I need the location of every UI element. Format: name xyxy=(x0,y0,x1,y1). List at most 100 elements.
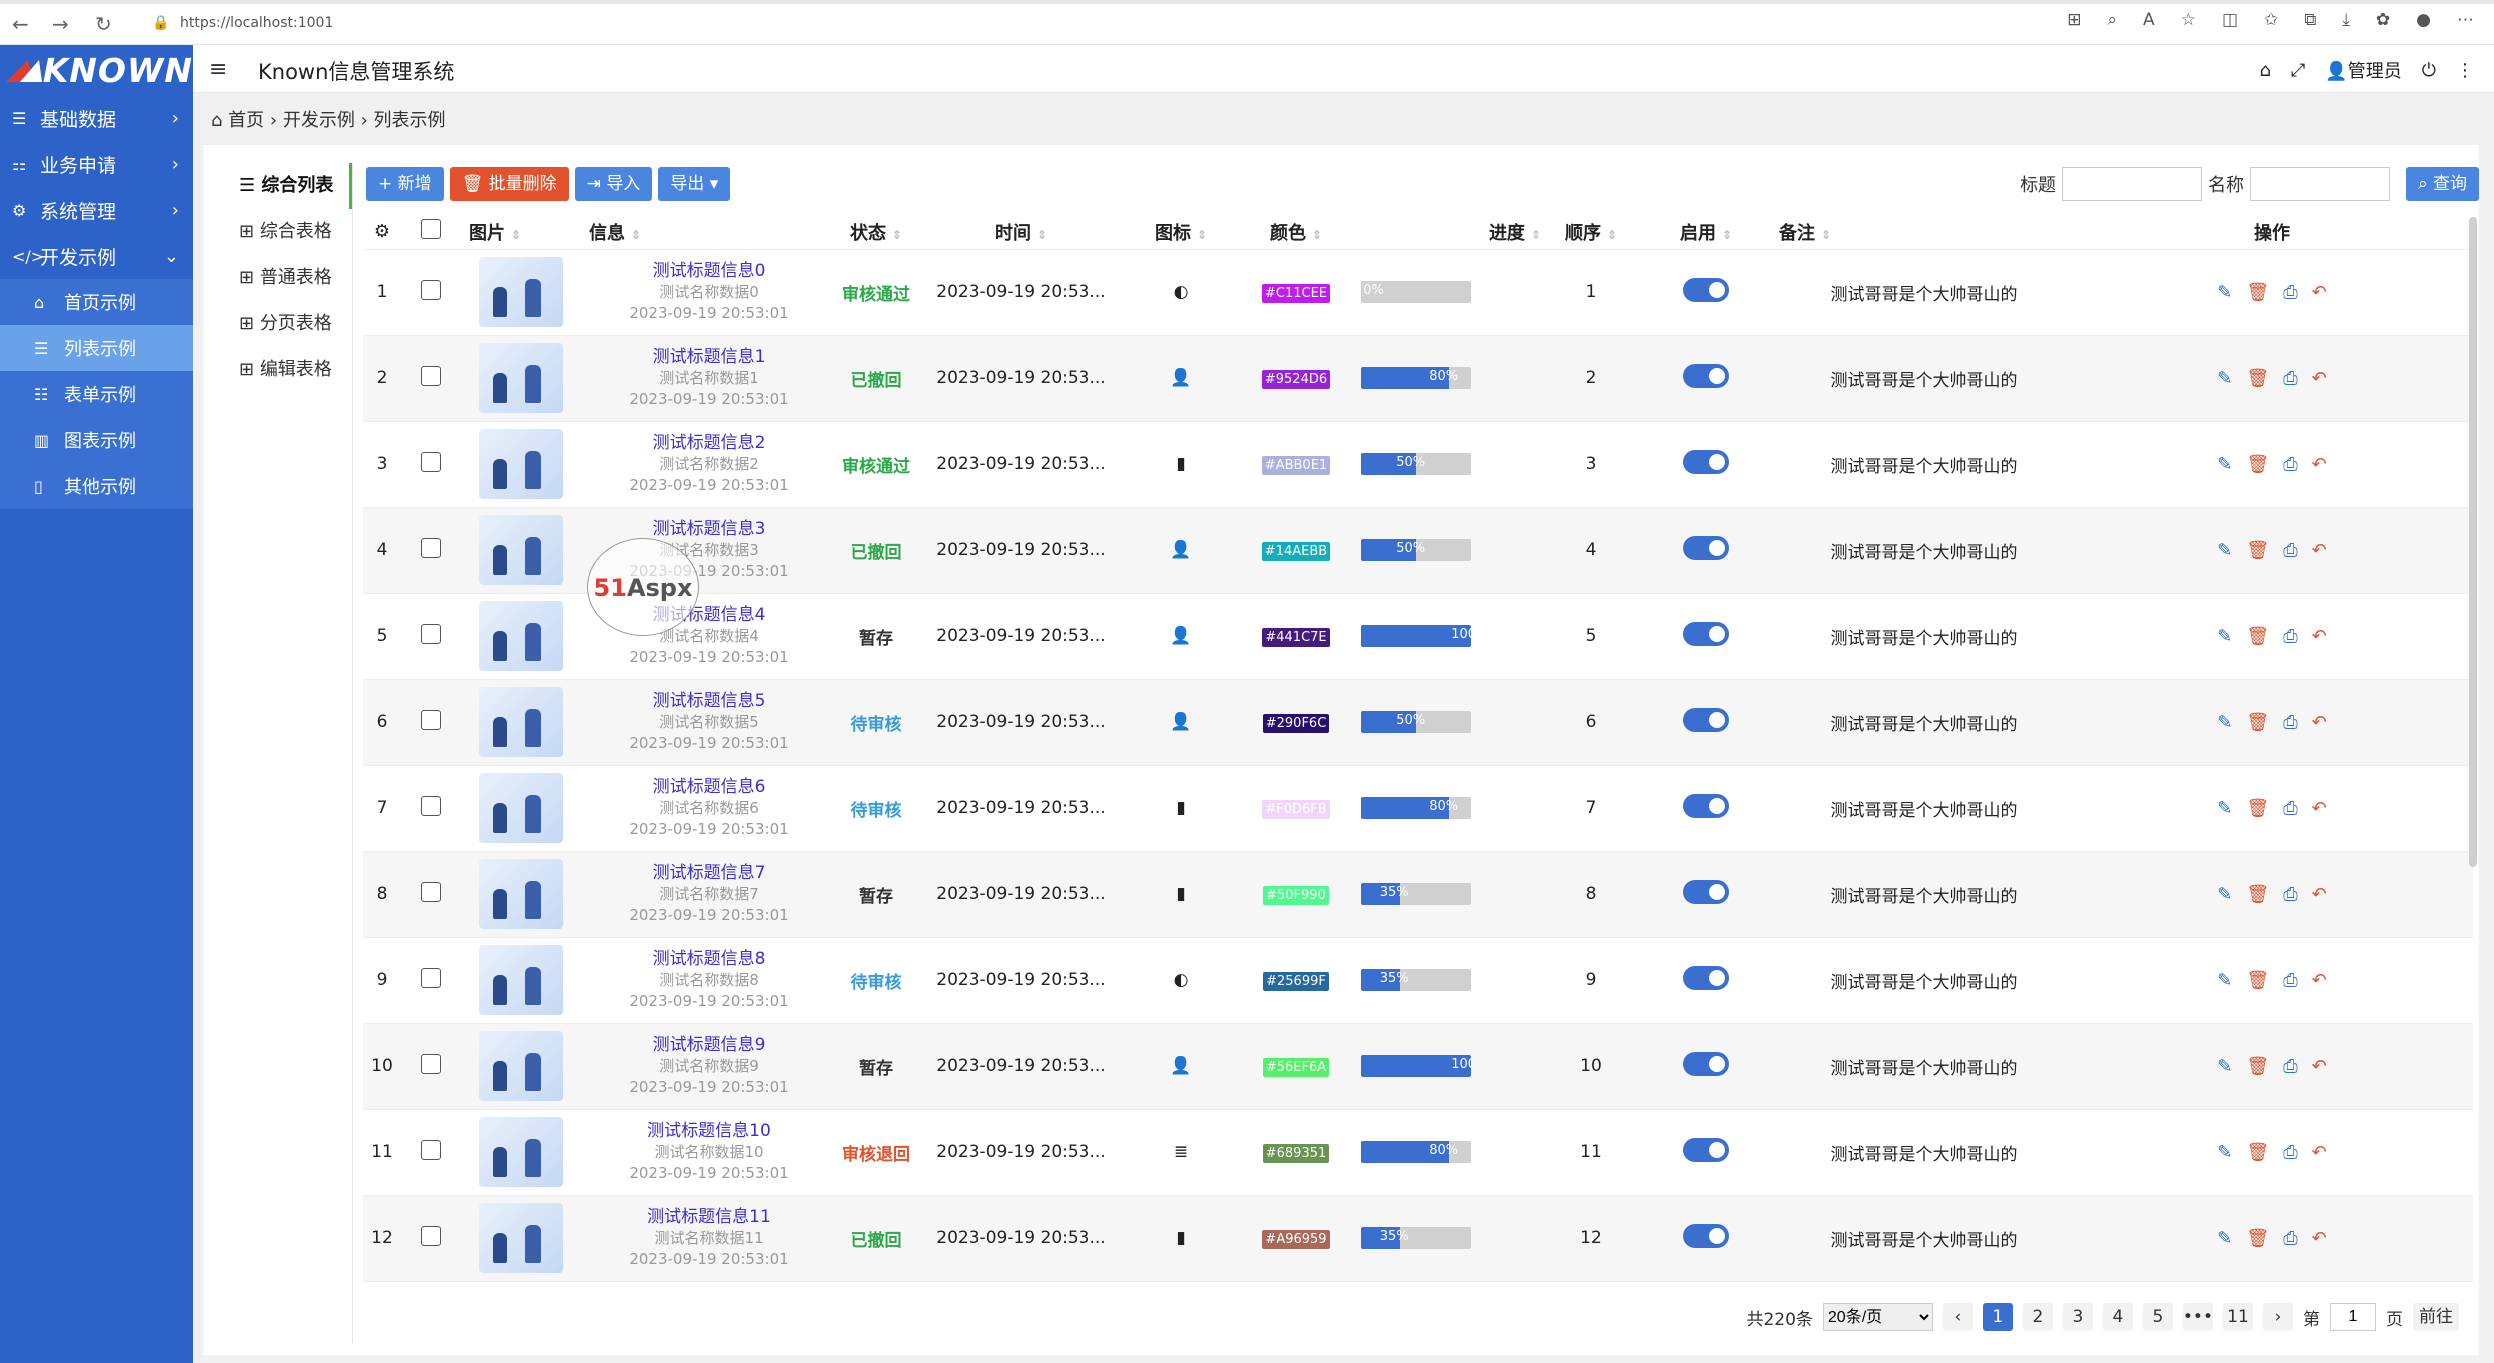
profile-icon[interactable]: ● xyxy=(2416,10,2431,30)
next-page-button[interactable]: › xyxy=(2263,1303,2293,1331)
tab-combined-list[interactable]: ☰ 综合列表 xyxy=(203,163,352,209)
reload-icon[interactable]: ↻ xyxy=(95,12,112,36)
tab-combined-table[interactable]: ⊞ 综合表格 xyxy=(203,209,352,255)
thumbnail-image[interactable] xyxy=(479,773,563,843)
sidebar-subitem-list-example[interactable]: ☰ 列表示例 xyxy=(0,325,193,371)
print-icon[interactable]: ⎙ xyxy=(2283,453,2298,475)
edit-icon[interactable]: ✎ xyxy=(2217,797,2233,819)
vertical-scrollbar[interactable] xyxy=(2469,217,2477,867)
edit-icon[interactable]: ✎ xyxy=(2217,969,2233,991)
power-icon[interactable]: ⏻ xyxy=(2421,59,2436,81)
tab-normal-table[interactable]: ⊞ 普通表格 xyxy=(203,255,352,301)
prev-page-button[interactable]: ‹ xyxy=(1942,1303,1973,1331)
address-bar[interactable]: 🔒 https://localhost:1001 xyxy=(140,10,2130,36)
sidebar-subitem-form-example[interactable]: ☷ 表单示例 xyxy=(0,371,193,417)
revoke-icon[interactable]: ↶ xyxy=(2311,1055,2327,1077)
edit-icon[interactable]: ✎ xyxy=(2217,883,2233,905)
delete-icon[interactable]: 🗑 xyxy=(2246,539,2270,561)
row-title-link[interactable]: 测试标题信息11 xyxy=(647,1206,771,1227)
forward-icon[interactable]: → xyxy=(52,12,69,36)
delete-icon[interactable]: 🗑 xyxy=(2246,1055,2270,1077)
sidebar-subitem-chart-example[interactable]: ▥ 图表示例 xyxy=(0,417,193,463)
breadcrumb-level1[interactable]: 开发示例 xyxy=(282,110,355,131)
edit-icon[interactable]: ✎ xyxy=(2217,1141,2233,1163)
edit-icon[interactable]: ✎ xyxy=(2217,711,2233,733)
delete-icon[interactable]: 🗑 xyxy=(2246,711,2270,733)
table-row[interactable]: 3 测试标题信息2 测试名称数据2 2023-09-19 20:53:01 审核… xyxy=(363,421,2473,508)
home-icon[interactable]: ⌂ xyxy=(2259,59,2271,81)
print-icon[interactable]: ⎙ xyxy=(2283,625,2298,647)
print-icon[interactable]: ⎙ xyxy=(2283,281,2298,303)
thumbnail-image[interactable] xyxy=(479,1031,563,1101)
revoke-icon[interactable]: ↶ xyxy=(2311,453,2327,475)
thumbnail-image[interactable] xyxy=(479,687,563,757)
row-checkbox[interactable] xyxy=(421,279,441,300)
sidebar-item-business[interactable]: ⚏ 业务申请 › xyxy=(0,141,193,187)
page-button[interactable]: 2 xyxy=(2022,1303,2053,1331)
print-icon[interactable]: ⎙ xyxy=(2283,539,2298,561)
row-title-link[interactable]: 测试标题信息9 xyxy=(652,1034,766,1055)
sidebar-subitem-home-example[interactable]: ⌂ 首页示例 xyxy=(0,279,193,325)
print-icon[interactable]: ⎙ xyxy=(2283,1055,2298,1077)
row-title-link[interactable]: 测试标题信息7 xyxy=(652,862,766,883)
settings-header[interactable]: ⚙ xyxy=(363,215,401,250)
delete-icon[interactable]: 🗑 xyxy=(2246,367,2270,389)
revoke-icon[interactable]: ↶ xyxy=(2311,711,2327,733)
page-size-select[interactable]: 20条/页 xyxy=(1822,1303,1933,1331)
thumbnail-image[interactable] xyxy=(479,429,563,499)
page-button[interactable]: 3 xyxy=(2062,1303,2093,1331)
title-input[interactable] xyxy=(2062,167,2203,201)
enabled-toggle[interactable] xyxy=(1683,277,1729,302)
row-checkbox[interactable] xyxy=(421,451,441,472)
edit-icon[interactable]: ✎ xyxy=(2217,1055,2233,1077)
sidebar-subitem-other-example[interactable]: ▯ 其他示例 xyxy=(0,463,193,509)
name-input[interactable] xyxy=(2250,167,2391,201)
more-vertical-icon[interactable]: ⋮ xyxy=(2456,59,2474,81)
table-row[interactable]: 9 测试标题信息8 测试名称数据8 2023-09-19 20:53:01 待审… xyxy=(363,937,2473,1024)
goto-button[interactable]: 前往 xyxy=(2413,1303,2459,1331)
col-order[interactable]: 顺序 ⇕ xyxy=(1541,215,1641,250)
col-info[interactable]: 信息 ⇕ xyxy=(581,215,831,250)
revoke-icon[interactable]: ↶ xyxy=(2311,1227,2327,1249)
delete-icon[interactable]: 🗑 xyxy=(2246,1141,2270,1163)
delete-icon[interactable]: 🗑 xyxy=(2246,969,2270,991)
delete-icon[interactable]: 🗑 xyxy=(2246,453,2270,475)
batch-delete-button[interactable]: 🗑 批量删除 xyxy=(449,167,569,201)
row-title-link[interactable]: 测试标题信息0 xyxy=(652,260,766,281)
print-icon[interactable]: ⎙ xyxy=(2283,1141,2298,1163)
row-title-link[interactable]: 测试标题信息10 xyxy=(647,1120,771,1141)
thumbnail-image[interactable] xyxy=(479,515,563,585)
star-icon[interactable]: ☆ xyxy=(2180,10,2196,30)
enabled-toggle[interactable] xyxy=(1683,707,1729,732)
revoke-icon[interactable]: ↶ xyxy=(2311,625,2327,647)
revoke-icon[interactable]: ↶ xyxy=(2311,969,2327,991)
row-checkbox[interactable] xyxy=(421,1225,441,1246)
table-row[interactable]: 11 测试标题信息10 测试名称数据10 2023-09-19 20:53:01… xyxy=(363,1109,2473,1196)
thumbnail-image[interactable] xyxy=(479,1203,563,1273)
col-time[interactable]: 时间 ⇕ xyxy=(921,215,1121,250)
page-button[interactable]: 5 xyxy=(2142,1303,2173,1331)
edit-icon[interactable]: ✎ xyxy=(2217,625,2233,647)
print-icon[interactable]: ⎙ xyxy=(2283,969,2298,991)
thumbnail-image[interactable] xyxy=(479,859,563,929)
sidebar-item-dev-examples[interactable]: </> 开发示例 ⌄ xyxy=(0,233,193,279)
fullscreen-icon[interactable]: ⤢ xyxy=(2290,59,2306,81)
sidebar-item-system[interactable]: ⚙ 系统管理 › xyxy=(0,187,193,233)
table-row[interactable]: 6 测试标题信息5 测试名称数据5 2023-09-19 20:53:01 待审… xyxy=(363,679,2473,766)
split-icon[interactable]: ◫ xyxy=(2221,10,2238,30)
query-button[interactable]: ⌕ 查询 xyxy=(2406,167,2479,201)
delete-icon[interactable]: 🗑 xyxy=(2246,797,2270,819)
sidebar-item-basic-data[interactable]: ☰ 基础数据 › xyxy=(0,95,193,141)
col-progress[interactable]: 进度 ⇕ xyxy=(1351,215,1541,250)
enabled-toggle[interactable] xyxy=(1683,363,1729,388)
enabled-toggle[interactable] xyxy=(1683,621,1729,646)
user-menu[interactable]: 👤管理员 xyxy=(2325,57,2401,83)
revoke-icon[interactable]: ↶ xyxy=(2311,281,2327,303)
table-row[interactable]: 10 测试标题信息9 测试名称数据9 2023-09-19 20:53:01 暂… xyxy=(363,1023,2473,1110)
print-icon[interactable]: ⎙ xyxy=(2283,711,2298,733)
col-enabled[interactable]: 启用 ⇕ xyxy=(1641,215,1771,250)
delete-icon[interactable]: 🗑 xyxy=(2246,883,2270,905)
tab-paged-table[interactable]: ⊞ 分页表格 xyxy=(203,301,352,347)
row-checkbox[interactable] xyxy=(421,537,441,558)
row-title-link[interactable]: 测试标题信息8 xyxy=(652,948,766,969)
